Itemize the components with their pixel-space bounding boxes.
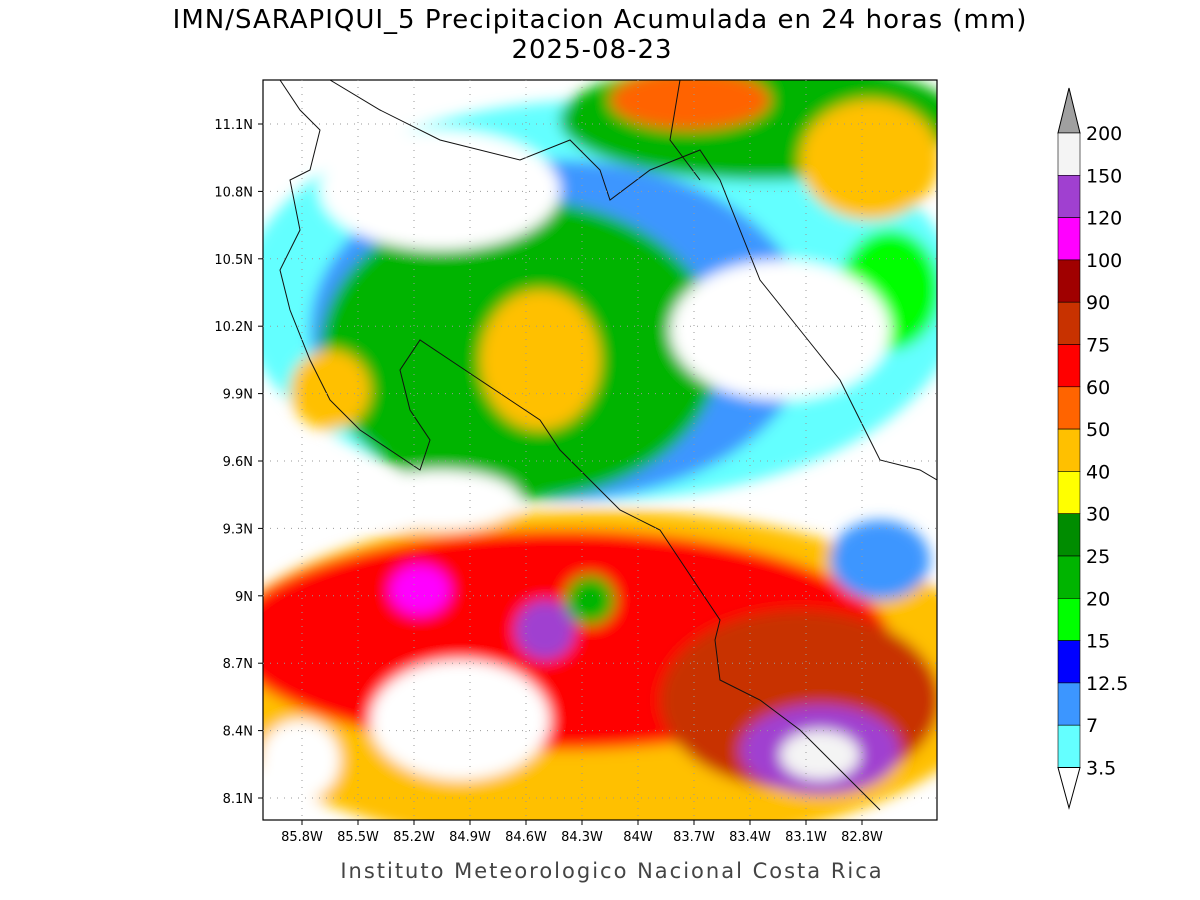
colorbar-box (1057, 513, 1081, 557)
colorbar-box (1057, 386, 1081, 430)
colorbar-label: 100 (1086, 250, 1122, 272)
lat-label: 8.1N (223, 792, 253, 807)
lat-label: 8.4N (223, 725, 253, 740)
lon-label: 85.2W (393, 830, 435, 845)
lat-label: 10.2N (214, 320, 253, 335)
lon-label: 85.5W (337, 830, 379, 845)
colorbar-box (1057, 724, 1081, 768)
colorbar-under (1057, 767, 1081, 810)
colorbar-label: 12.5 (1086, 673, 1128, 695)
colorbar-box (1057, 682, 1081, 726)
colorbar-label: 90 (1086, 292, 1110, 314)
colorbar-label: 7 (1086, 715, 1098, 737)
lat-label: 10.5N (214, 253, 253, 268)
colorbar-box (1057, 301, 1081, 345)
lat-label: 9.3N (223, 522, 253, 537)
lat-label: 9.6N (223, 455, 253, 470)
colorbar-box (1057, 175, 1081, 218)
lon-label: 84.3W (561, 830, 603, 845)
coastline (279, 80, 937, 811)
colorbar-label: 120 (1086, 208, 1122, 230)
colorbar-label: 60 (1086, 377, 1110, 399)
colorbar-label: 15 (1086, 631, 1110, 653)
lat-label: 8.7N (223, 657, 253, 672)
colorbar-box (1057, 217, 1081, 261)
lat-label: 9N (235, 590, 253, 605)
lon-label: 84.6W (505, 830, 547, 845)
lon-label: 83.4W (729, 830, 771, 845)
colorbar-box (1057, 640, 1081, 684)
map-frame (262, 79, 938, 821)
colorbar-box (1057, 428, 1081, 472)
lon-label: 82.8W (841, 830, 883, 845)
lon-label: 84.9W (449, 830, 491, 845)
lon-label: 83.7W (673, 830, 715, 845)
colorbar-box (1057, 132, 1081, 176)
footer: Instituto Meteorologico Nacional Costa R… (340, 859, 883, 883)
colorbar-label: 25 (1086, 546, 1110, 568)
title: IMN/SARAPIQUI_5 Precipitacion Acumulada … (173, 5, 1028, 35)
colorbar-label: 75 (1086, 335, 1110, 357)
precipitation-field (263, 80, 937, 820)
colorbar-label: 40 (1086, 461, 1110, 483)
lat-label: 10.8N (214, 185, 253, 200)
lat-label: 11.1N (214, 118, 253, 133)
colorbar-label: 150 (1086, 165, 1122, 187)
lon-label: 84W (623, 830, 653, 845)
colorbar-label: 30 (1086, 504, 1110, 526)
colorbar-box (1057, 259, 1081, 303)
lon-label: 83.1W (785, 830, 827, 845)
colorbar-over (1057, 87, 1081, 134)
lat-label: 9.9N (223, 388, 253, 403)
colorbar-box (1057, 344, 1081, 388)
colorbar-label: 20 (1086, 588, 1110, 610)
colorbar-label: 50 (1086, 419, 1110, 441)
colorbar-label: 200 (1086, 123, 1122, 145)
colorbar-box (1057, 555, 1081, 599)
colorbar-label: 3.5 (1086, 758, 1116, 780)
colorbar-box (1057, 471, 1081, 514)
colorbar-box (1057, 597, 1081, 641)
lon-label: 85.8W (281, 830, 323, 845)
subtitle: 2025-08-23 (511, 35, 672, 65)
